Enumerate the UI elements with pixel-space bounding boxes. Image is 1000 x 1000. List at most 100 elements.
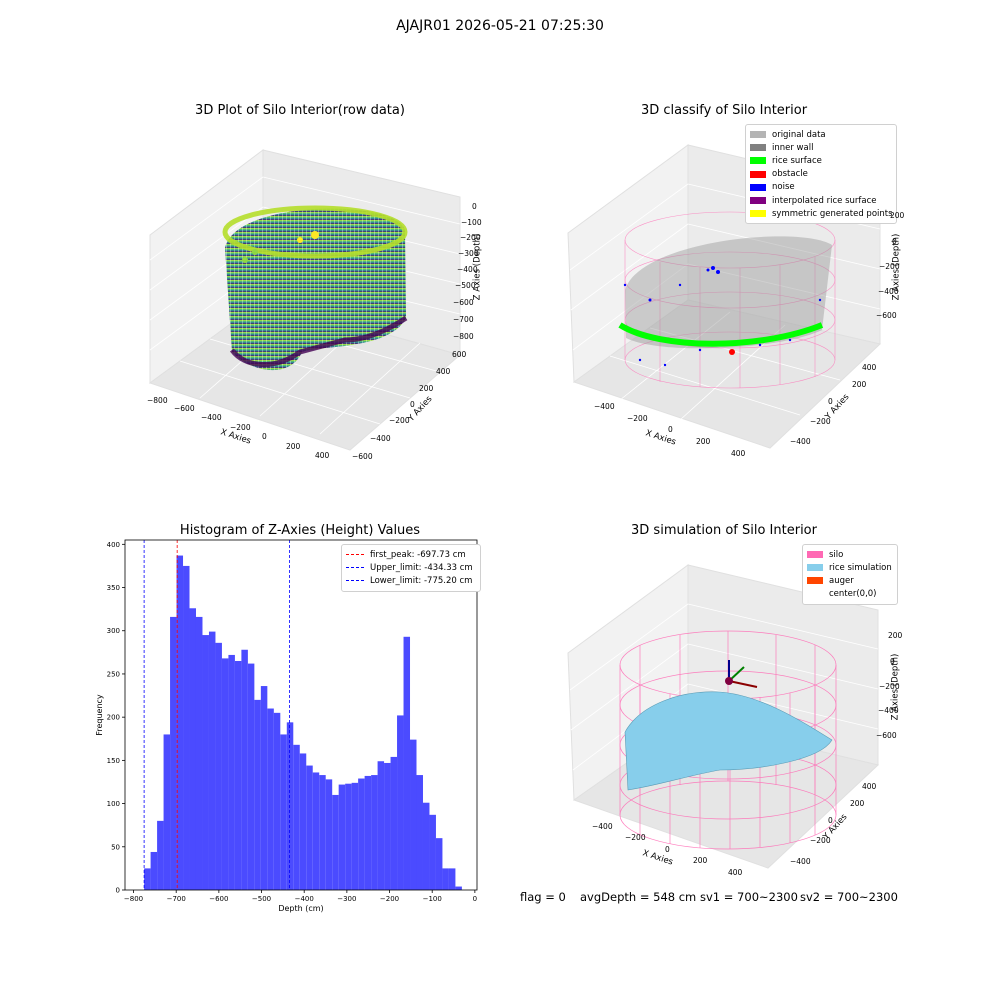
p1-xtick: 400 [315, 451, 330, 460]
p4-ytick: 200 [850, 799, 865, 808]
p1-xtick: −400 [201, 413, 222, 422]
p4-ytick: 0 [828, 816, 833, 825]
histogram-bar [377, 761, 385, 890]
histogram-ytick-label: 50 [111, 843, 120, 851]
histogram-bar [195, 616, 203, 890]
histogram-xtick-label: −100 [423, 895, 442, 903]
p2-ytick: 200 [852, 380, 867, 389]
histogram-ytick-label: 250 [107, 670, 120, 678]
panel1-title: 3D Plot of Silo Interior(row data) [195, 103, 405, 118]
legend-swatch [750, 183, 766, 191]
p1-ztick: −500 [455, 281, 476, 290]
legend-swatch [807, 590, 823, 598]
legend-item: interpolated rice surface [750, 194, 892, 207]
p1-ytick: 600 [452, 350, 467, 359]
legend-line [346, 554, 364, 556]
histogram-bar [293, 744, 300, 890]
histogram-bar [435, 838, 443, 890]
histogram-bar [280, 734, 287, 890]
histogram-bar [254, 699, 261, 890]
p1-ylabel: Y Axies [406, 394, 435, 424]
panel2-legend: original data inner wall rice surface ob… [745, 124, 897, 225]
legend-item: symmetric generated points [750, 207, 893, 220]
p1-ytick: −600 [352, 452, 373, 461]
legend-label: Upper_limit: -434.33 cm [370, 562, 473, 573]
histogram-bar [390, 756, 398, 890]
legend-swatch [807, 577, 823, 585]
legend-swatch [750, 131, 766, 139]
p1-ytick: 200 [419, 384, 434, 393]
legend-label: original data [772, 129, 826, 140]
p2-ytick: −400 [790, 437, 811, 446]
histogram-bar [150, 851, 158, 890]
histogram-bar [442, 868, 449, 890]
histogram-bar [234, 660, 242, 890]
legend-item: first_peak: -697.73 cm [346, 548, 476, 561]
p4-xtick: 200 [693, 856, 708, 865]
p1-zlabel: Z Axies (Depth) [472, 233, 483, 301]
p1-ztick: −700 [453, 315, 474, 324]
histogram-ytick-label: 400 [107, 541, 120, 549]
legend-item: Upper_limit: -434.33 cm [346, 561, 476, 574]
legend-label: Lower_limit: -775.20 cm [370, 575, 473, 586]
p1-xtick: 0 [262, 432, 267, 441]
p2-ytick: −200 [810, 417, 831, 426]
p1-xtick: −800 [147, 396, 168, 405]
histogram-bar [429, 814, 436, 890]
p4-ytick: −200 [810, 836, 831, 845]
histogram-bar [208, 631, 216, 890]
p2-ztick: 0 [892, 237, 897, 246]
histogram-bar [299, 753, 307, 890]
p1-ytick: 400 [436, 367, 451, 376]
histogram-xtick-label: −200 [380, 895, 399, 903]
histogram-bar [163, 734, 171, 890]
histogram-bar [448, 868, 456, 890]
histogram-bar [221, 658, 229, 890]
histogram-xtick-label: 0 [473, 895, 477, 903]
legend-label: rice surface [772, 155, 822, 166]
histogram-ytick-label: 150 [107, 757, 120, 765]
panel2-title: 3D classify of Silo Interior [640, 103, 808, 118]
legend-swatch [750, 197, 766, 205]
sv1-status: sv1 = 700~2300 [700, 890, 798, 904]
p2-ztick: 200 [890, 211, 905, 220]
p1-ztick: −200 [460, 233, 481, 242]
p1-ztick: −100 [461, 218, 482, 227]
p4-ztick: −600 [876, 731, 897, 740]
legend-line [346, 580, 364, 582]
histogram-bar [228, 654, 235, 890]
histogram-bar [267, 708, 274, 890]
legend-item: auger [807, 574, 893, 587]
histogram-bar [338, 784, 346, 890]
histogram-ytick-label: 350 [107, 584, 120, 592]
legend-label: rice simulation [829, 562, 892, 573]
p1-ytick: −400 [370, 434, 391, 443]
histogram-bar [202, 635, 209, 890]
p4-ztick: 0 [890, 657, 895, 666]
legend-label: noise [772, 182, 795, 193]
p1-ztick: −400 [457, 265, 478, 274]
legend-item: center(0,0) [807, 588, 893, 601]
legend-swatch [807, 564, 823, 572]
histogram-bar [312, 772, 320, 890]
histogram-bar [371, 775, 378, 890]
legend-label: interpolated rice surface [772, 195, 877, 206]
p2-ztick: −200 [879, 262, 900, 271]
histogram-ytick-label: 200 [107, 714, 120, 722]
p2-zlabel: Z Axies (Depth) [891, 233, 902, 301]
p1-ytick: 0 [410, 400, 415, 409]
p1-ztick: 0 [472, 202, 477, 211]
legend-swatch [807, 551, 823, 559]
histogram-bar [455, 886, 462, 890]
legend-swatch [750, 170, 766, 178]
histogram-bar [403, 636, 411, 890]
histogram-legend: first_peak: -697.73 cm Upper_limit: -434… [341, 544, 481, 592]
histogram-xtick-label: −600 [209, 895, 228, 903]
p2-ytick: 0 [828, 397, 833, 406]
p2-ztick: −400 [878, 287, 899, 296]
histogram-bar [215, 642, 222, 890]
p4-xtick: −400 [592, 822, 613, 831]
panel3-title: Histogram of Z-Axies (Height) Values [179, 523, 421, 538]
legend-swatch [750, 157, 766, 165]
p1-ztick: −600 [453, 298, 474, 307]
